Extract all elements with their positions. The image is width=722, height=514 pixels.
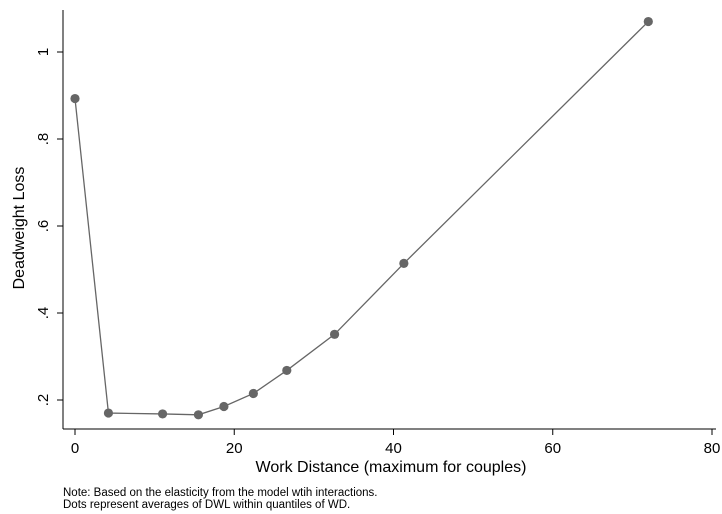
y-tick-label: 1	[35, 48, 52, 56]
y-tick-label: .8	[35, 133, 52, 146]
data-point	[329, 329, 340, 339]
x-axis-label: Work Distance (maximum for couples)	[256, 459, 527, 476]
data-point	[70, 93, 80, 104]
y-tick-label: .6	[35, 220, 52, 233]
chart-note-2: Dots represent averages of DWL within qu…	[63, 499, 351, 511]
data-point	[157, 409, 168, 419]
axes	[62, 10, 716, 430]
x-tick-label: 60	[544, 440, 561, 457]
data-point	[193, 410, 204, 420]
series-line	[74, 21, 649, 416]
data-point	[103, 408, 114, 418]
chart-note-1: Note: Based on the elasticity from the m…	[63, 487, 378, 499]
data-point	[643, 16, 653, 27]
y-axis-label: Deadweight Loss	[11, 167, 28, 290]
y-axis-ticks: .2 .4 .6 .8 1	[35, 48, 63, 406]
data-point	[282, 365, 292, 376]
data-point	[248, 388, 258, 399]
x-tick-label: 0	[71, 440, 79, 457]
x-tick-label: 20	[226, 440, 243, 457]
y-tick-label: .4	[35, 307, 52, 320]
data-point	[219, 401, 229, 412]
x-axis-ticks: 0 20 40 60 80	[71, 429, 721, 457]
data-point	[399, 258, 409, 269]
y-tick-label: .2	[35, 394, 52, 407]
x-tick-label: 40	[385, 440, 402, 457]
data-series	[70, 16, 653, 420]
x-tick-label: 80	[704, 440, 721, 457]
